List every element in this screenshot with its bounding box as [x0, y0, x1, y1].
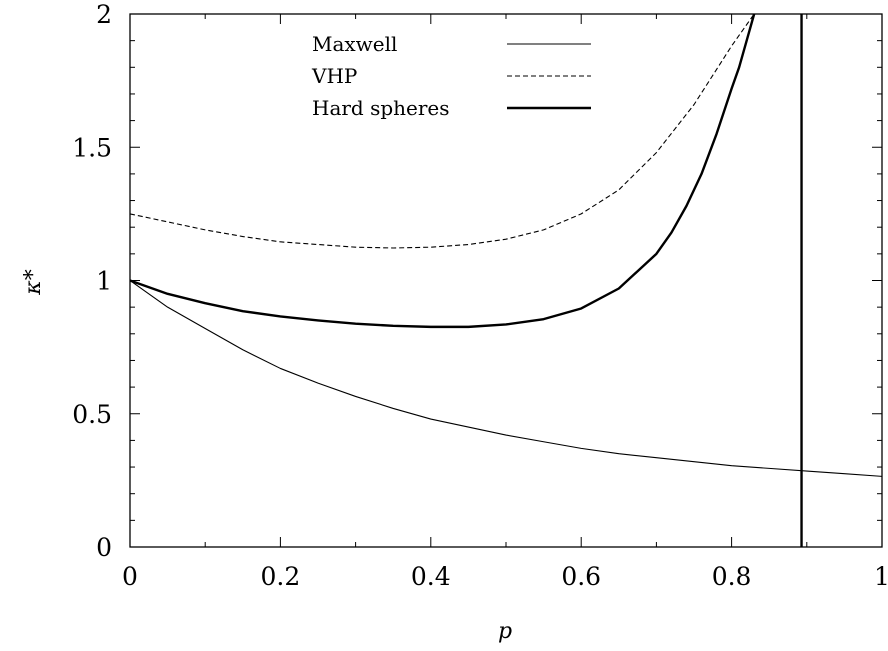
x-tick-label: 0.4	[411, 562, 451, 591]
y-tick-label: 1	[96, 267, 112, 296]
y-axis-title: κ*	[21, 269, 46, 295]
legend: Maxwell VHP Hard spheres	[311, 32, 591, 120]
y-tick-label: 0.5	[72, 400, 112, 429]
y-tick-label: 1.5	[72, 133, 112, 162]
x-tick-label: 0.8	[712, 562, 752, 591]
x-tick-label: 0.6	[561, 562, 601, 591]
legend-label: Maxwell	[312, 32, 397, 56]
plot-frame	[129, 13, 883, 548]
series-line-maxwell	[130, 280, 882, 477]
series-line-vhp	[130, 14, 755, 249]
legend-label: VHP	[311, 64, 357, 88]
axes: 0 0.2 0.4 0.6 0.8 1 0 0.5 1 1.5 2	[72, 0, 888, 591]
x-tick-label: 0	[122, 562, 138, 591]
series-group	[130, 14, 882, 547]
x-axis-title: p	[498, 619, 512, 644]
y-tick-label: 0	[96, 533, 112, 562]
legend-label: Hard spheres	[312, 96, 450, 120]
y-tick-label: 2	[96, 0, 112, 29]
x-tick-label: 0.2	[261, 562, 301, 591]
series-line-hard-spheres	[130, 14, 756, 329]
x-tick-label: 1	[874, 562, 888, 591]
